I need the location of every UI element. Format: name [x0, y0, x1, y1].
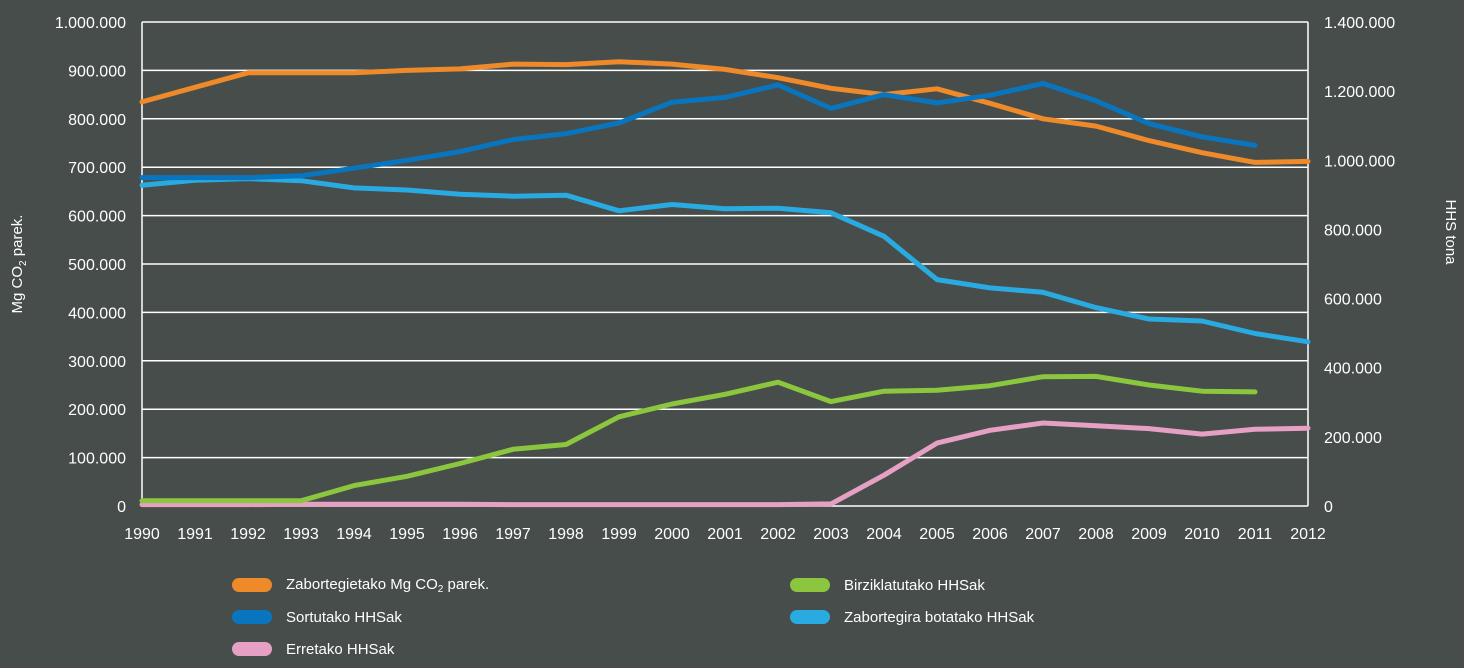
axis-titles: Mg CO2 parek. HHS tona: [9, 199, 1459, 313]
x-tick-label: 2000: [654, 526, 690, 543]
series-lines: [139, 59, 1311, 508]
y-right-tick-label: 400.000: [1324, 361, 1382, 378]
y-left-tick-label: 400.000: [68, 305, 126, 322]
y-right-tick-label: 1.000.000: [1324, 153, 1395, 170]
x-tick-label: 1994: [336, 526, 372, 543]
x-tick-label: 2012: [1290, 526, 1326, 543]
x-tick-label: 1998: [548, 526, 584, 543]
series-line-sortutako: [139, 81, 1258, 181]
x-tick-label: 2010: [1184, 526, 1220, 543]
y-axis-left-title: Mg CO2 parek.: [9, 215, 29, 314]
y-left-tick-label: 500.000: [68, 257, 126, 274]
series-line-zabortegira: [139, 176, 1311, 345]
x-tick-label: 2006: [972, 526, 1008, 543]
y-left-tick-label: 300.000: [68, 354, 126, 371]
series-line-erretako: [139, 420, 1311, 508]
x-tick-label: 2004: [866, 526, 902, 543]
y-right-tick-label: 0: [1324, 499, 1333, 516]
x-tick-label: 1995: [389, 526, 425, 543]
y-right-tick-label: 1.400.000: [1324, 15, 1395, 32]
x-tick-label: 1992: [230, 526, 266, 543]
x-tick-label: 1991: [177, 526, 213, 543]
y-right-tick-label: 800.000: [1324, 222, 1382, 239]
x-tick-label: 2003: [813, 526, 849, 543]
x-tick-label: 1990: [124, 526, 160, 543]
x-tick-label: 2001: [707, 526, 743, 543]
y-right-tick-label: 1.200.000: [1324, 84, 1395, 101]
x-tick-label: 1999: [601, 526, 637, 543]
gridlines: [142, 21, 1308, 507]
x-tick-label: 1997: [495, 526, 531, 543]
series-line-zabortegietako: [139, 59, 1311, 165]
y-left-tick-label: 800.000: [68, 112, 126, 129]
y-axis-right-title: HHS tona: [1442, 199, 1459, 265]
x-tick-label: 2002: [760, 526, 796, 543]
tick-labels: 0 100.000 200.000 300.000 400.000 500.000 600.…: [55, 15, 1395, 543]
x-tick-label: 2008: [1078, 526, 1114, 543]
x-tick-label: 1996: [442, 526, 478, 543]
y-right-tick-label: 200.000: [1324, 430, 1382, 447]
x-tick-label: 2005: [919, 526, 955, 543]
y-left-tick-label: 200.000: [68, 402, 126, 419]
x-tick-label: 2011: [1238, 526, 1273, 543]
y-left-tick-label: 900.000: [68, 63, 126, 80]
y-left-tick-label: 1.000.000: [55, 15, 126, 32]
x-tick-label: 2007: [1025, 526, 1061, 543]
x-tick-label: 2009: [1131, 526, 1167, 543]
y-left-tick-label: 100.000: [68, 451, 126, 468]
y-left-tick-label: 700.000: [68, 160, 126, 177]
y-left-tick-label: 600.000: [68, 209, 126, 226]
y-right-tick-label: 600.000: [1324, 292, 1382, 309]
x-tick-label: 1993: [283, 526, 319, 543]
y-left-tick-label: 0: [117, 499, 126, 516]
series-line-birziklatutako: [139, 373, 1258, 504]
